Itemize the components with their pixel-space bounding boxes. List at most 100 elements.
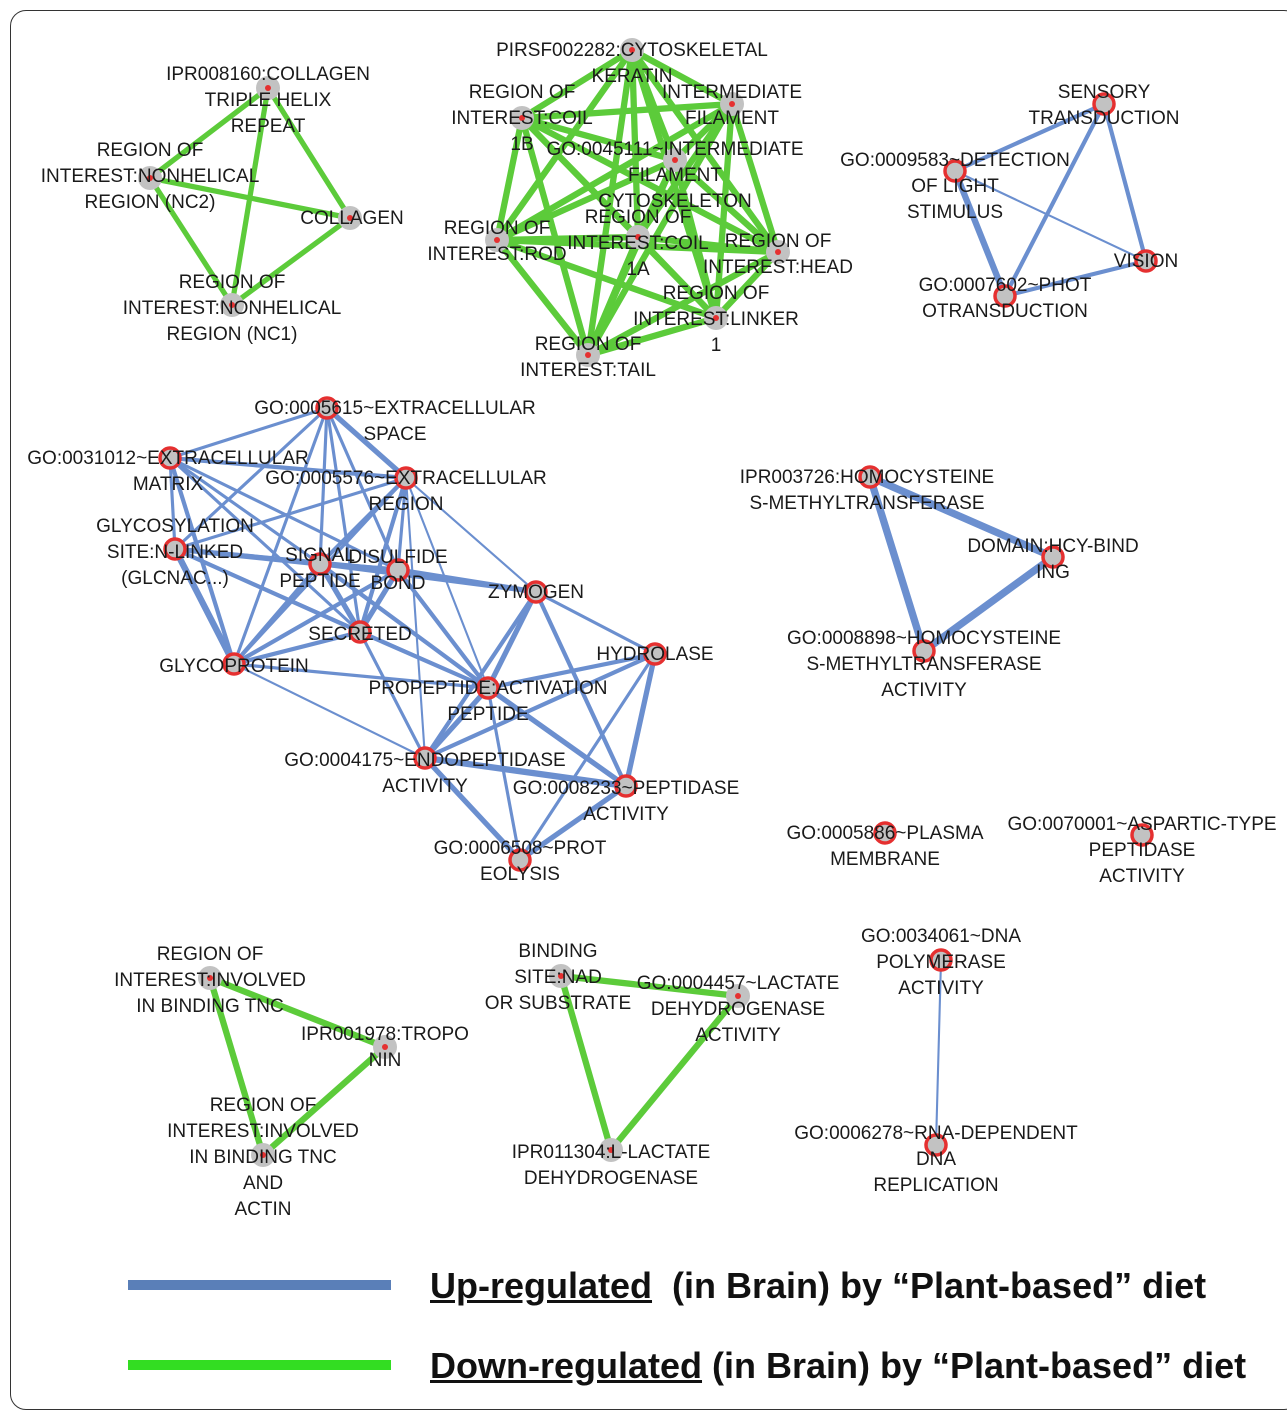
node-label-line: DISULFIDE	[348, 547, 447, 568]
node-label-line: GO:0008898~HOMOCYSTEINE	[787, 628, 1061, 649]
node-label-go6278: GO:0006278~RNA-DEPENDENT DNA REPLICATION	[794, 1123, 1078, 1196]
edge-propeptide-go8233	[485, 685, 629, 789]
node-dot	[585, 352, 591, 358]
node-label-go5576: GO:0005576~EXTRACELLULAR REGION	[265, 468, 546, 515]
edge-go8233-go6508	[517, 783, 629, 863]
edge-go31012-go5576	[167, 455, 409, 481]
node-vision[interactable]	[1134, 249, 1158, 273]
node-go4457[interactable]	[726, 984, 750, 1008]
node-rod[interactable]	[485, 228, 509, 252]
node-tnc[interactable]	[198, 966, 222, 990]
node-label-line: IN BINDING TNC	[189, 1147, 336, 1168]
node-dot	[608, 1147, 614, 1153]
node-disulfide[interactable]	[386, 558, 410, 582]
edge-go45111-head	[671, 156, 782, 256]
node-label-go4457: GO:0004457~LACTATE DEHYDROGENASE ACTIVITY	[637, 973, 840, 1046]
node-go4175[interactable]	[413, 746, 437, 770]
node-label-head: REGION OF INTEREST:HEAD	[703, 231, 853, 278]
node-go45111[interactable]	[663, 148, 687, 172]
edge-nadsite-go4457	[557, 972, 742, 1000]
node-label-vision: VISION	[1114, 251, 1178, 272]
edge-go34061-go6278	[934, 958, 943, 1147]
node-label-linker1: REGION OF INTEREST:LINKER 1	[633, 283, 799, 356]
node-zymogen[interactable]	[524, 580, 548, 604]
node-go6278[interactable]	[924, 1133, 948, 1157]
node-hcybind[interactable]	[1041, 545, 1065, 569]
node-label-line: OTRANSDUCTION	[922, 301, 1088, 322]
node-go8233[interactable]	[614, 774, 638, 798]
node-collagen[interactable]	[338, 206, 362, 230]
node-dot	[635, 234, 641, 240]
node-dot	[260, 1152, 266, 1158]
node-circle	[873, 821, 897, 845]
node-go5886[interactable]	[873, 821, 897, 845]
node-label-line: IPR011304:L-LACTATE	[512, 1142, 711, 1163]
node-head[interactable]	[766, 240, 790, 264]
node-label-line: INTEREST:COIL	[567, 233, 708, 254]
node-label-line: INTEREST:NONHELICAL	[123, 298, 342, 319]
node-label-go8233: GO:0008233~PEPTIDASE ACTIVITY	[513, 778, 740, 825]
node-circle	[386, 558, 410, 582]
node-label-line: INTEREST:LINKER	[633, 309, 799, 330]
node-coil1a[interactable]	[626, 225, 650, 249]
node-label-go9583: GO:0009583~DETECTION OF LIGHT STIMULUS	[840, 150, 1070, 223]
edge-go4175-go8233	[421, 754, 630, 790]
node-troponin[interactable]	[373, 1035, 397, 1059]
node-circle	[348, 620, 372, 644]
node-dot	[729, 101, 735, 107]
node-label-line: DNA	[916, 1149, 956, 1170]
node-go34061[interactable]	[929, 948, 953, 972]
node-label-line: BINDING	[518, 941, 597, 962]
node-col_triple[interactable]	[256, 76, 280, 100]
labels-layer: IPR008160:COLLAGEN TRIPLE HELIX REPEAT REGI…	[27, 40, 1276, 1220]
node-ipr3726[interactable]	[858, 465, 882, 489]
node-label-hydrolase: HYDROLASE	[596, 644, 713, 665]
node-label-line: IPR008160:COLLAGEN	[166, 64, 370, 85]
node-signal[interactable]	[308, 552, 332, 576]
edge-go7602-vision	[1002, 258, 1149, 299]
node-nadsite[interactable]	[549, 964, 573, 988]
node-tncactin[interactable]	[251, 1143, 275, 1167]
node-coil1b[interactable]	[510, 106, 534, 130]
node-secreted[interactable]	[348, 620, 372, 644]
node-label-line: GO:0005576~EXTRACELLULAR	[265, 468, 546, 489]
node-label-line: FILAMENT	[685, 108, 779, 129]
node-go9583[interactable]	[943, 159, 967, 183]
node-go31012[interactable]	[158, 446, 182, 470]
node-go8898[interactable]	[912, 639, 936, 663]
edge-coil1b-head	[518, 114, 782, 256]
node-hydrolase[interactable]	[643, 642, 667, 666]
node-glycoprotein[interactable]	[222, 652, 246, 676]
node-go70001[interactable]	[1130, 823, 1154, 847]
node-linker1[interactable]	[704, 306, 728, 330]
node-label-coil1b: REGION OF INTEREST:COIL 1B	[451, 82, 592, 155]
node-go7602[interactable]	[993, 284, 1017, 308]
node-label-line: ACTIVITY	[695, 1025, 781, 1046]
node-label-tncactin: REGION OF INTEREST:INVOLVED IN BINDING TNC…	[167, 1095, 359, 1220]
node-label-sensory: SENSORY TRANSDUCTION	[1029, 82, 1180, 129]
node-ipr11304[interactable]	[599, 1138, 623, 1162]
node-label-line: REGION OF	[725, 231, 832, 252]
node-nc2[interactable]	[138, 166, 162, 190]
edge-propeptide-go4175	[422, 685, 491, 761]
node-go5576[interactable]	[394, 466, 418, 490]
node-pirsf[interactable]	[620, 38, 644, 62]
edge-sensory-go7602	[1002, 101, 1107, 299]
node-tail[interactable]	[576, 343, 600, 367]
node-interfil[interactable]	[720, 92, 744, 116]
node-label-line: GO:0004175~ENDOPEPTIDASE	[284, 750, 565, 771]
node-nc1[interactable]	[220, 293, 244, 317]
node-sensory[interactable]	[1092, 92, 1116, 116]
edge-disulfide-secreted	[357, 567, 401, 635]
edge-collagen-nc1	[229, 215, 353, 308]
legend-down-line	[128, 1360, 391, 1370]
node-go5615[interactable]	[315, 396, 339, 420]
node-circle	[912, 639, 936, 663]
node-circle	[929, 948, 953, 972]
node-propeptide[interactable]	[476, 676, 500, 700]
node-label-secreted: SECRETED	[308, 624, 411, 645]
node-circle	[1041, 545, 1065, 569]
node-go6508[interactable]	[508, 848, 532, 872]
node-glycosite[interactable]	[163, 537, 187, 561]
node-label-line: INTEREST:ROD	[427, 244, 566, 265]
